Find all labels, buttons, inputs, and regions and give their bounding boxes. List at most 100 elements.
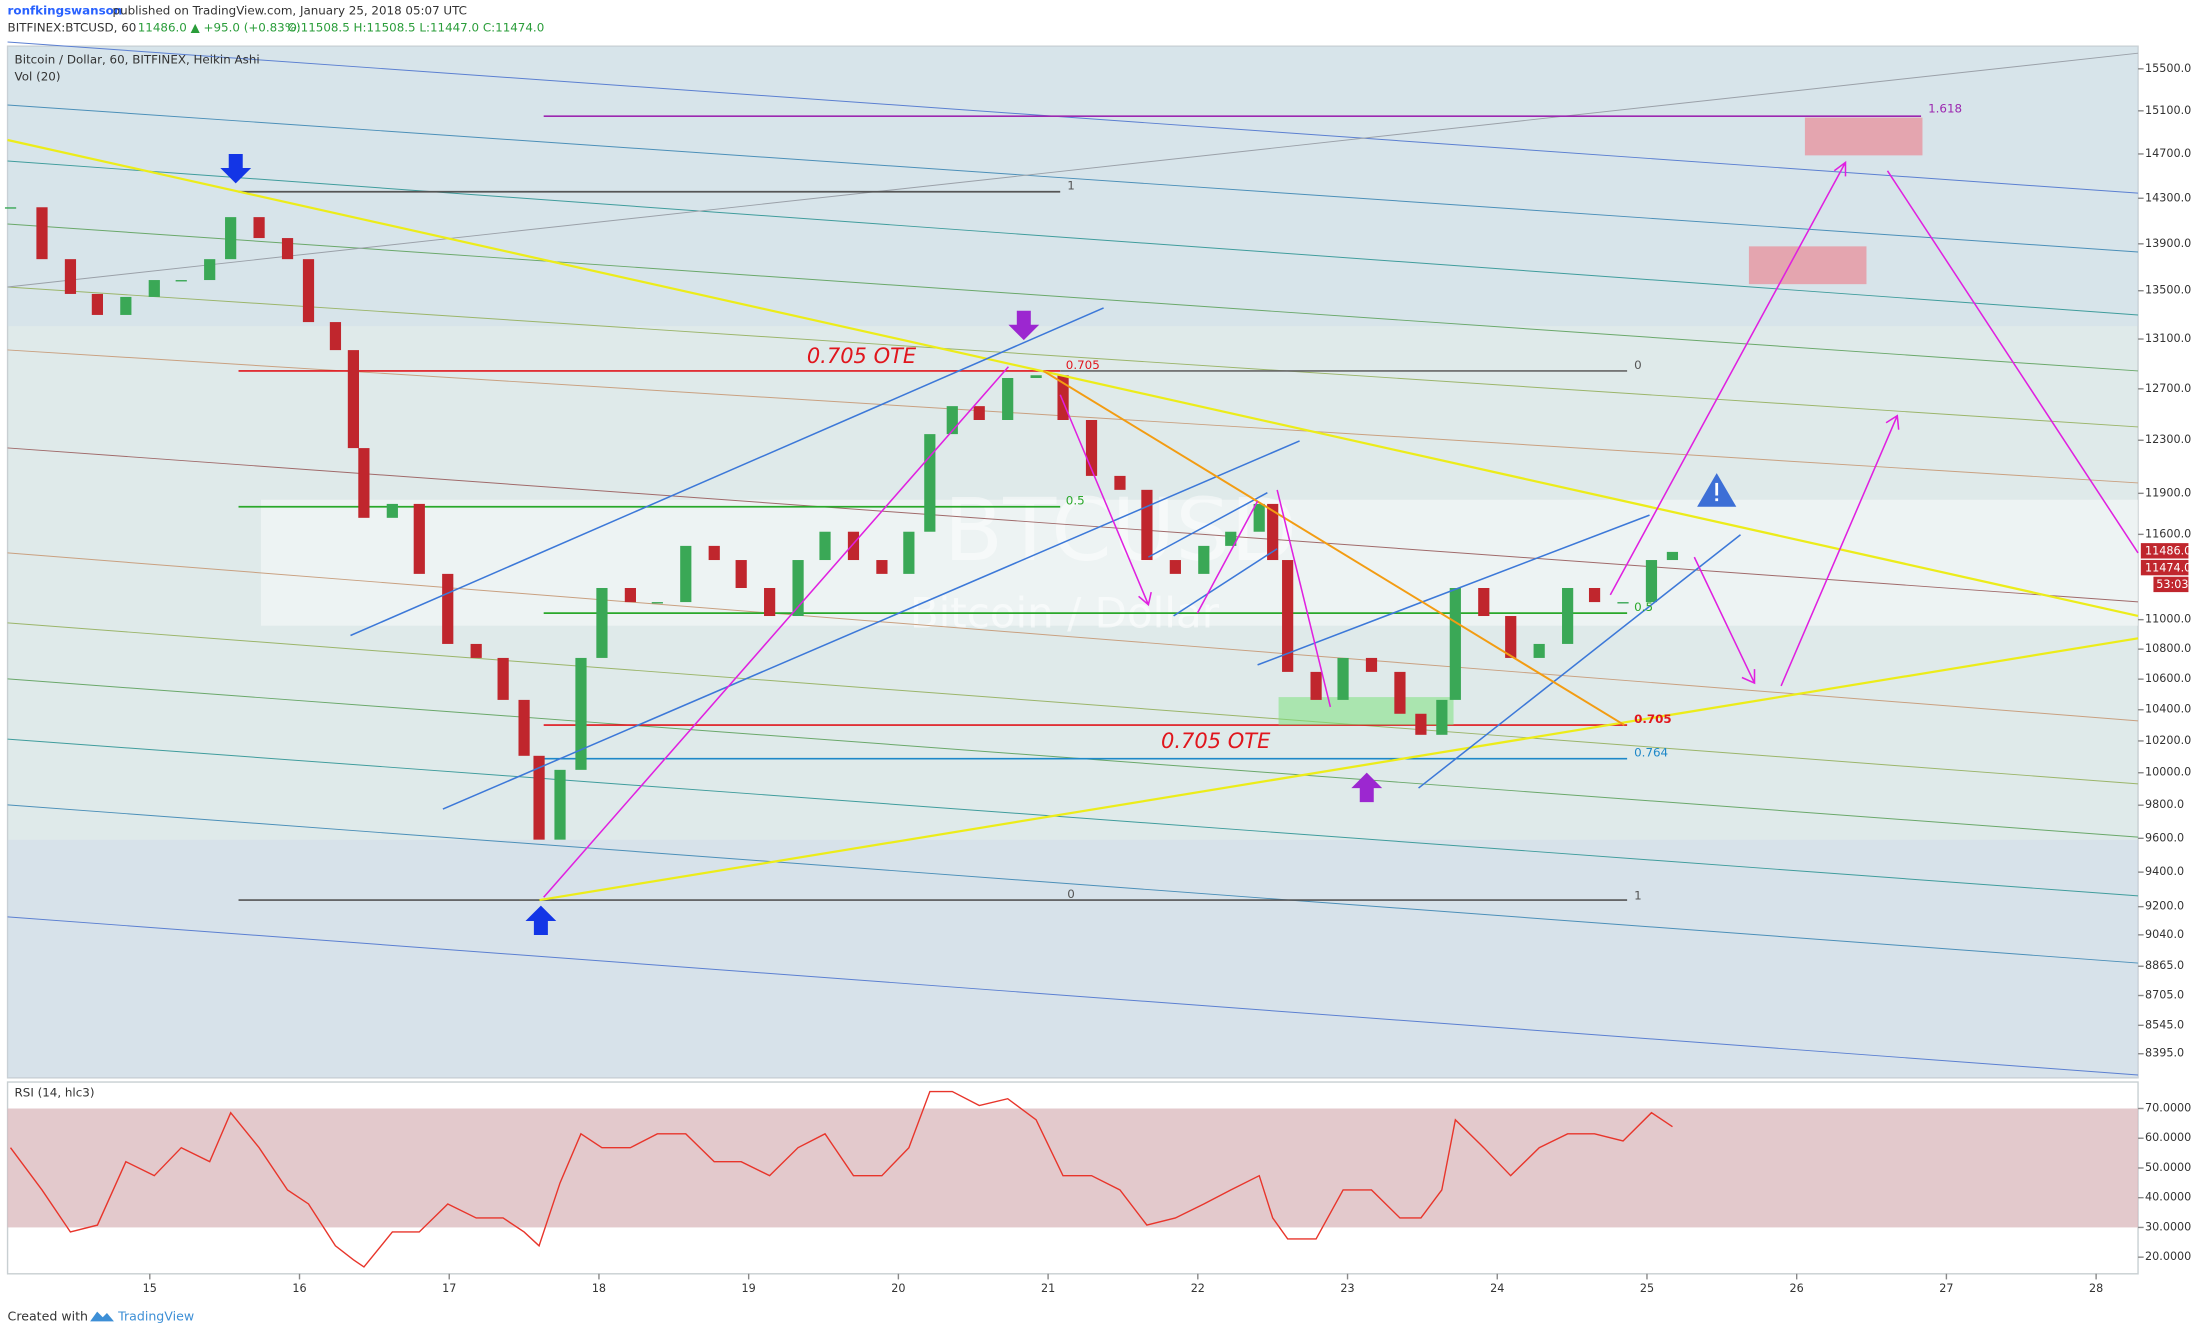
projection-arrows: [543, 160, 2139, 898]
y-tick-label: 13900.0: [2145, 237, 2191, 250]
y-tick-label: 9200.0: [2145, 900, 2184, 913]
price-pane: [6, 45, 2139, 1079]
channel-line: [7, 738, 2139, 897]
y-tick-label: 9040.0: [2145, 928, 2184, 941]
y-tick-label: 9400.0: [2145, 865, 2184, 878]
indicator-title: RSI (14, hlc3): [15, 1086, 95, 1100]
candle: [596, 587, 608, 658]
candle: [1562, 587, 1574, 644]
footer-text: Created with: [8, 1309, 88, 1324]
demand-zone: [1278, 697, 1454, 726]
y-tick-label: 20.0000: [2145, 1250, 2191, 1263]
rsi-line: [9, 1090, 1673, 1268]
price-tag: [2140, 559, 2189, 576]
arrow-down-icon: [220, 153, 252, 184]
candle: [413, 503, 425, 574]
arrow: [1609, 160, 1847, 596]
y-tick-label: 11600.0: [2145, 527, 2191, 540]
x-tick-label: 21: [1041, 1282, 1055, 1295]
candle: [442, 573, 454, 644]
candle: [624, 587, 636, 603]
channel-line: [7, 552, 2139, 722]
y-tick-label: 10200.0: [2145, 734, 2191, 747]
candle: [1478, 587, 1490, 617]
candle: [358, 448, 370, 518]
channel-line: [7, 52, 2139, 288]
x-tick-label: 18: [592, 1282, 606, 1295]
backgrounds: [6, 45, 2139, 1275]
fib-levels: [238, 115, 1922, 901]
candles: [4, 207, 1679, 840]
candle: [1617, 602, 1629, 604]
price-tag: [2140, 543, 2189, 559]
candle: [329, 322, 342, 351]
candle: [708, 545, 720, 561]
y-tick-label: 12300.0: [2145, 433, 2191, 446]
price-tag-text: 53:03: [2156, 578, 2188, 591]
symbol: BITFINEX:BTCUSD, 60: [8, 20, 137, 34]
candle: [554, 769, 566, 840]
fib-label: 0: [1067, 887, 1075, 901]
watermark: BTCUSD: [944, 480, 1297, 581]
fib-label: 0.705: [1634, 712, 1672, 726]
channel-line: [7, 104, 2139, 253]
candle: [847, 531, 860, 561]
channel: [1257, 514, 1650, 666]
y-tick-label: 10600.0: [2145, 672, 2191, 685]
ote-label: 0.705 OTE: [1161, 729, 1271, 753]
x-tick-label: 25: [1640, 1282, 1654, 1295]
y-tick-label: 15100.0: [2145, 104, 2191, 117]
candle: [764, 587, 776, 617]
candle: [1225, 531, 1237, 546]
target-zone: [1804, 117, 1923, 156]
target-zone: [1748, 246, 1867, 285]
y-tick-label: 70.0000: [2145, 1101, 2191, 1114]
candle: [1415, 713, 1427, 735]
candle: [533, 755, 545, 840]
arrow: [543, 366, 1009, 898]
channel-line: [7, 804, 2139, 964]
indicator-title: Vol (20): [15, 69, 61, 83]
footer-brand[interactable]: TradingView: [117, 1309, 194, 1324]
fib-label: 0: [1634, 358, 1642, 372]
candle: [924, 434, 936, 532]
fib-label: 1: [1634, 888, 1642, 902]
trend-line: [539, 637, 2139, 902]
candle: [148, 280, 160, 297]
arrow: [1059, 394, 1152, 607]
fib-label: 0.705: [1066, 358, 1100, 372]
y-tick-label: 50.0000: [2145, 1161, 2191, 1174]
published: published on TradingView.com, January 25…: [113, 4, 467, 18]
price-tag-text: 11474.0: [2145, 561, 2191, 574]
fib-label: 1.618: [1928, 102, 1962, 116]
channel: [442, 440, 1300, 810]
channel-line: [7, 622, 2139, 785]
x-tick-label: 23: [1340, 1282, 1354, 1295]
channel-line: [7, 916, 2139, 1076]
candle: [64, 259, 77, 294]
candle: [225, 217, 237, 260]
y-tick-label: 60.0000: [2145, 1131, 2191, 1144]
candle: [1141, 489, 1153, 561]
candle: [1666, 551, 1679, 561]
rsi-band: [7, 1108, 2139, 1228]
candle: [1169, 560, 1181, 574]
candle: [735, 560, 747, 588]
y-tick-label: 10400.0: [2145, 703, 2191, 716]
channel: [1418, 534, 1741, 789]
candle: [1337, 657, 1349, 700]
candle: [204, 259, 216, 281]
candle: [973, 406, 985, 421]
drawings: [7, 138, 2139, 902]
author[interactable]: ronfkingswanson: [8, 4, 123, 18]
candle: [1505, 616, 1517, 658]
candle: [386, 503, 398, 518]
candle: [1114, 475, 1126, 490]
candle: [1394, 671, 1406, 714]
candle: [1310, 671, 1322, 700]
channel-line: [7, 160, 2139, 316]
y-tick-label: 8865.0: [2145, 959, 2184, 972]
candle: [1282, 560, 1294, 672]
candle: [946, 406, 958, 435]
